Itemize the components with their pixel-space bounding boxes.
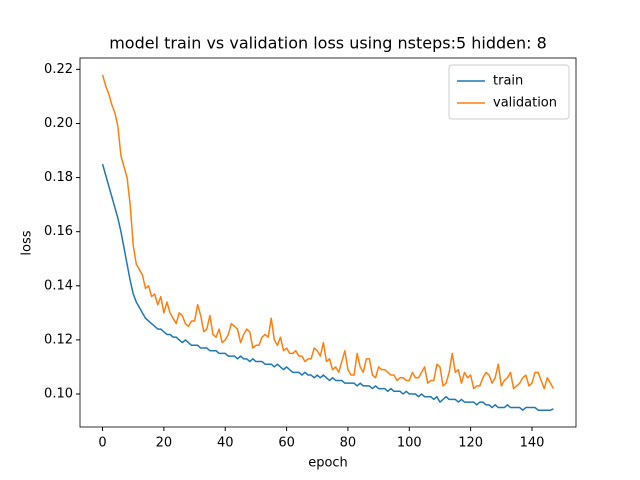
line-series — [101, 74, 555, 390]
legend-label: train — [493, 74, 523, 89]
x-tick-label: 0 — [98, 436, 106, 451]
y-axis-label: loss — [20, 230, 35, 255]
y-tick-label: 0.18 — [44, 170, 73, 185]
chart-title: model train vs validation loss using nst… — [109, 34, 547, 53]
x-tick-label: 140 — [520, 436, 545, 451]
x-tick-label: 100 — [397, 436, 422, 451]
y-tick-label: 0.22 — [44, 62, 73, 77]
y-tick-label: 0.10 — [44, 386, 73, 401]
y-tick-label: 0.12 — [44, 332, 73, 347]
legend-label: validation — [493, 96, 557, 111]
x-tick-label: 80 — [340, 436, 357, 451]
x-axis-label: epoch — [308, 456, 348, 471]
legend-box — [448, 64, 570, 120]
x-tick-label: 20 — [156, 436, 173, 451]
axes-frame — [79, 57, 577, 428]
line-series — [101, 163, 554, 411]
y-tick-label: 0.16 — [44, 224, 73, 239]
y-tick-label: 0.20 — [44, 116, 73, 131]
x-tick-label: 40 — [217, 436, 234, 451]
y-tick-label: 0.14 — [44, 278, 73, 293]
x-tick-label: 120 — [458, 436, 483, 451]
x-tick-label: 60 — [278, 436, 295, 451]
